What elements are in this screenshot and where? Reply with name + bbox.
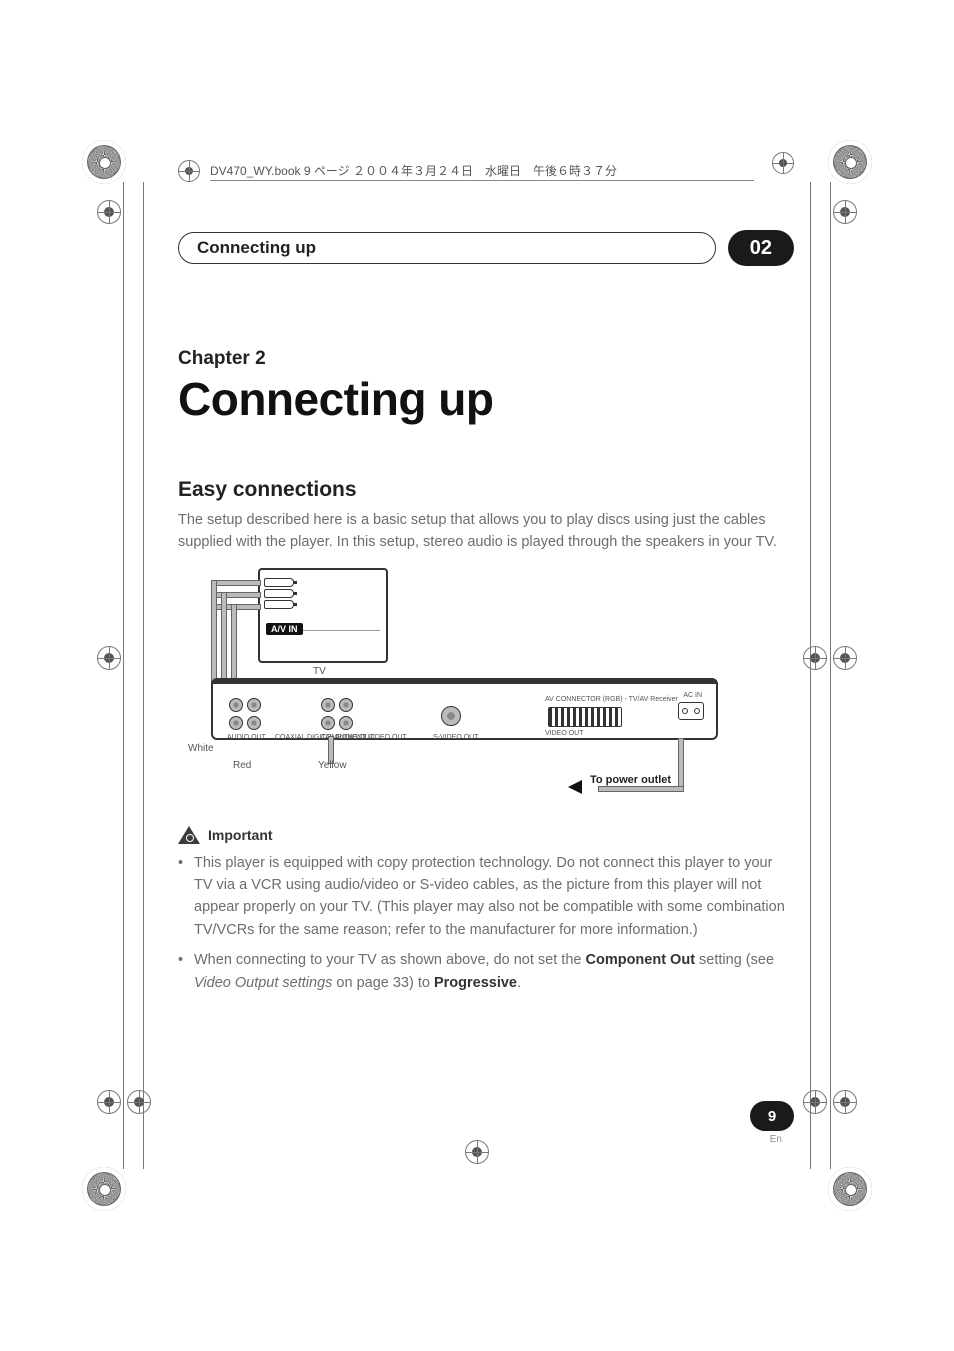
important-notes: This player is equipped with copy protec…: [178, 852, 794, 995]
cable: [211, 580, 261, 586]
running-head-title-text: Connecting up: [197, 238, 316, 258]
connection-diagram: A/V IN TV AUDIO OUT COAXIAL DIGITAL AUDI…: [178, 568, 718, 798]
important-heading-text: Important: [208, 827, 273, 843]
red-label: Red: [233, 760, 251, 771]
white-label: White: [188, 743, 214, 754]
chapter-number-badge: 02: [728, 230, 794, 266]
printer-disc-bl: [82, 1167, 126, 1211]
av-in-label: A/V IN: [266, 623, 303, 635]
section-intro: The setup described here is a basic setu…: [178, 510, 794, 554]
note-text: .: [517, 975, 521, 991]
printer-disc-tr: [828, 140, 872, 184]
page-language: En: [770, 1134, 782, 1145]
registration-mark: [772, 152, 794, 174]
bold-term: Component Out: [585, 952, 695, 968]
warning-icon: [178, 826, 200, 844]
important-heading: Important: [178, 826, 794, 844]
arrow-left-icon: [568, 780, 582, 794]
scart-connector: [548, 707, 622, 727]
printer-disc-br: [828, 1167, 872, 1211]
printer-disc-tl: [82, 140, 126, 184]
video-out-label: VIDEO OUT: [545, 730, 584, 737]
chapter-label: Chapter 2: [178, 348, 794, 370]
note-text: When connecting to your TV as shown abov…: [194, 952, 585, 968]
registration-mark: [833, 646, 857, 670]
registration-mark: [803, 1090, 827, 1114]
page-number-badge: 9: [750, 1101, 794, 1131]
source-file-header: DV470_WY.book 9 ページ ２００４年３月２４日 水曜日 午後６時３…: [178, 160, 754, 182]
registration-mark: [127, 1090, 151, 1114]
italic-ref: Video Output settings: [194, 975, 332, 991]
registration-mark: [97, 200, 121, 224]
source-file-text: DV470_WY.book 9 ページ ２００４年３月２４日 水曜日 午後６時３…: [210, 162, 754, 181]
page-content: Connecting up 02 Chapter 2 Connecting up…: [178, 230, 794, 1141]
section-heading: Easy connections: [178, 478, 794, 502]
crop-line: [810, 182, 811, 1169]
bold-term: Progressive: [434, 975, 517, 991]
registration-mark: [833, 1090, 857, 1114]
registration-mark: [465, 1140, 489, 1164]
note-text: on page 33) to: [332, 975, 434, 991]
power-cable: [598, 786, 684, 792]
registration-mark: [833, 200, 857, 224]
registration-mark: [97, 1090, 121, 1114]
registration-mark: [97, 646, 121, 670]
chapter-number-text: 02: [750, 237, 772, 260]
note-text: setting (see: [695, 952, 774, 968]
note-item: This player is equipped with copy protec…: [178, 852, 794, 942]
svideo-label: S-VIDEO OUT: [433, 734, 479, 741]
page-number: 9: [768, 1108, 776, 1125]
crop-line: [830, 182, 831, 1169]
rca-plugs: [264, 578, 294, 611]
yellow-label: Yellow: [318, 760, 347, 771]
running-head: Connecting up 02: [178, 230, 794, 266]
tv-label: TV: [313, 666, 326, 677]
ac-in-connector: [678, 702, 704, 720]
ac-in-label: AC IN: [683, 692, 702, 699]
cable: [211, 592, 261, 598]
running-head-title: Connecting up: [178, 232, 716, 264]
player-back-illustration: AUDIO OUT COAXIAL DIGITAL AUDIO OUT COMP…: [211, 678, 718, 740]
crop-line: [143, 182, 144, 1169]
scart-label: AV CONNECTOR (RGB) - TV/AV Receiver: [545, 696, 678, 703]
note-item: When connecting to your TV as shown abov…: [178, 949, 794, 994]
chapter-title: Connecting up: [178, 372, 794, 426]
to-power-outlet-label: To power outlet: [590, 774, 671, 786]
registration-mark-icon: [178, 160, 200, 182]
registration-mark: [803, 646, 827, 670]
power-cable: [678, 738, 684, 788]
crop-line: [123, 182, 124, 1169]
audio-out-label: AUDIO OUT: [227, 734, 266, 741]
